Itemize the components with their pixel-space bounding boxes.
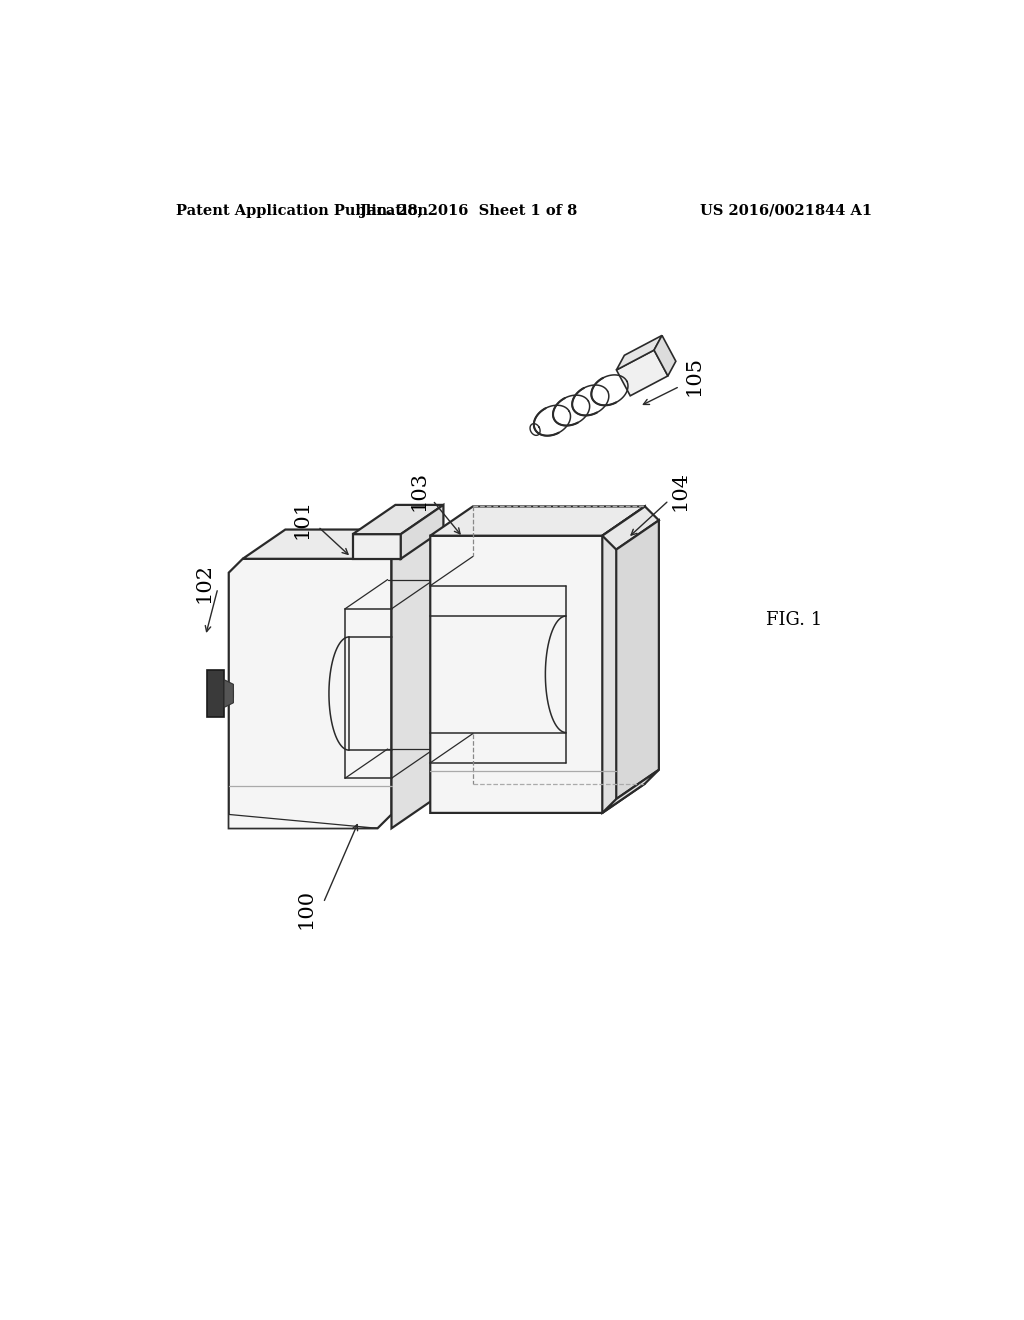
- Text: FIG. 1: FIG. 1: [766, 611, 822, 630]
- Polygon shape: [616, 350, 668, 396]
- Text: 100: 100: [297, 890, 315, 929]
- Polygon shape: [616, 335, 662, 370]
- Text: 102: 102: [195, 564, 213, 603]
- Polygon shape: [352, 535, 400, 558]
- Text: Patent Application Publication: Patent Application Publication: [176, 203, 428, 218]
- Text: 104: 104: [671, 471, 689, 511]
- Text: Jan. 28, 2016  Sheet 1 of 8: Jan. 28, 2016 Sheet 1 of 8: [360, 203, 578, 218]
- Polygon shape: [602, 507, 658, 549]
- Polygon shape: [207, 671, 224, 717]
- Polygon shape: [602, 770, 658, 813]
- Polygon shape: [224, 680, 233, 708]
- Polygon shape: [352, 506, 443, 535]
- Polygon shape: [228, 814, 378, 829]
- Text: 105: 105: [684, 356, 703, 396]
- Text: 101: 101: [293, 499, 312, 539]
- Polygon shape: [602, 507, 645, 813]
- Text: 103: 103: [410, 471, 428, 511]
- Polygon shape: [430, 507, 645, 536]
- Polygon shape: [391, 529, 434, 829]
- Polygon shape: [654, 335, 676, 376]
- Text: US 2016/0021844 A1: US 2016/0021844 A1: [699, 203, 872, 218]
- Polygon shape: [400, 506, 443, 558]
- Polygon shape: [243, 529, 434, 558]
- Polygon shape: [430, 536, 616, 813]
- Polygon shape: [616, 520, 658, 799]
- Polygon shape: [228, 558, 391, 829]
